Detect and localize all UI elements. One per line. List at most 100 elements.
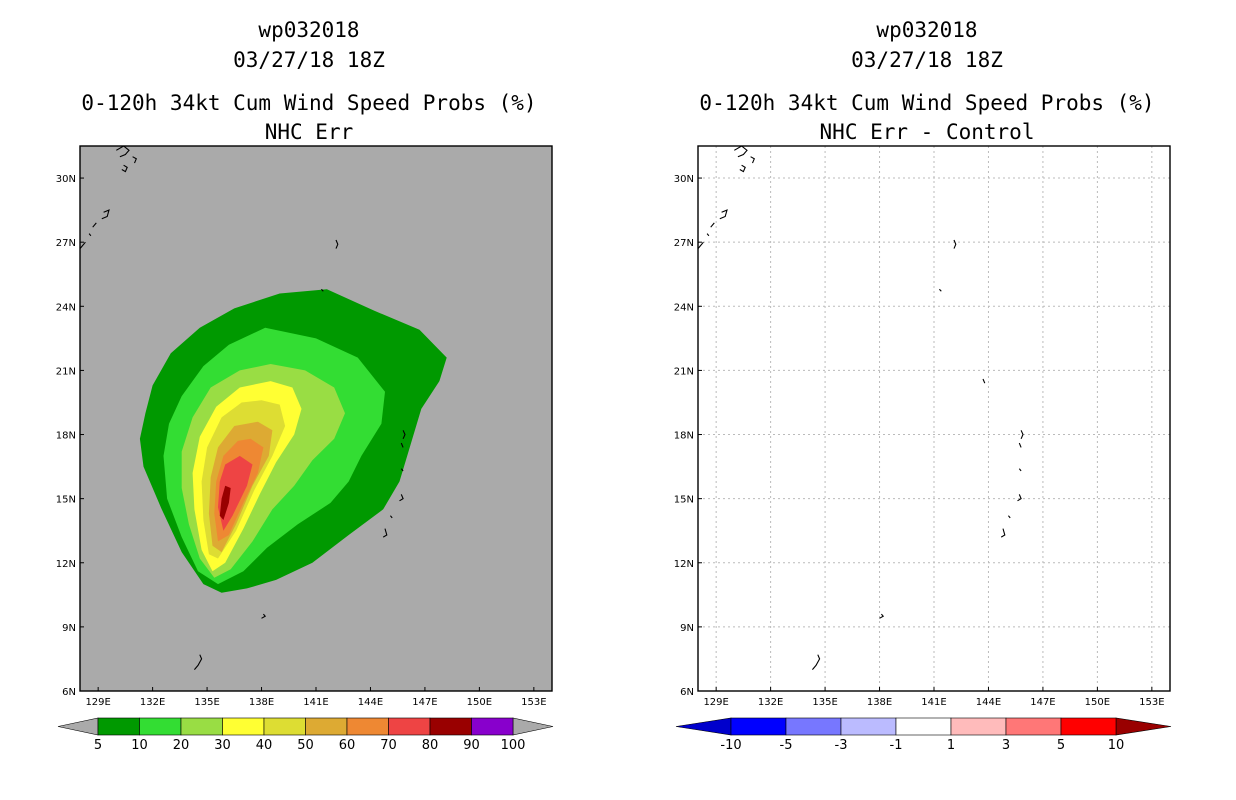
probability-contour-80 [219,485,231,520]
coastline [101,209,110,220]
coastline [811,654,821,670]
colorbar-label: 3 [1002,738,1010,753]
colorbar-label: 60 [339,738,356,753]
panel-title-storm-id: wp032018 [876,18,978,42]
y-tick-label: 9N [62,623,76,634]
colorbar-swatch [429,717,472,736]
colorbar-label: -10 [720,738,741,753]
coastline [402,430,406,440]
panel-title-product: 0-120h 34kt Cum Wind Speed Probs (%) [81,91,537,115]
coastline [389,515,393,519]
x-tick-label: 147E [412,697,437,708]
colorbar-label: 90 [463,738,480,753]
coastline [399,494,404,502]
colorbar-swatch [263,717,306,736]
panel-title-subtitle: NHC Err - Control [819,120,1035,144]
y-tick-label: 30N [674,174,694,185]
x-tick-label: 150E [467,697,492,708]
coastline [121,164,128,173]
coastline [710,222,715,228]
coastline [1017,494,1022,502]
y-tick-label: 30N [56,174,76,185]
y-tick-label: 15N [56,495,76,506]
x-tick-label: 150E [1085,697,1110,708]
colorbar-swatch [222,717,265,736]
coastline [750,156,755,164]
colorbar-label: 20 [173,738,190,753]
y-tick-label: 12N [674,559,694,570]
y-tick-label: 27N [56,238,76,249]
colorbar-swatch [840,717,897,736]
colorbar-label: 10 [131,738,148,753]
x-tick-label: 135E [194,697,219,708]
colorbar-swatch [305,717,348,736]
x-tick-label: 138E [249,697,274,708]
coastline [1000,528,1006,538]
coastline [706,233,710,237]
colorbar-low-arrow [675,717,732,736]
colorbar-label: 100 [501,738,526,753]
x-tick-label: 129E [703,697,728,708]
colorbar-swatch [97,717,140,736]
colorbar-swatch [180,717,223,736]
y-tick-label: 24N [56,302,76,313]
coastline [382,528,388,538]
y-tick-label: 6N [62,687,76,698]
x-tick-label: 141E [921,697,946,708]
panel-title-date: 03/27/18 18Z [851,48,1003,72]
coastline [400,442,404,448]
colorbar-swatch [1060,717,1117,736]
colorbar-label: 70 [380,738,397,753]
coastline [1018,442,1022,448]
probability-map: 129E 132E 135E 138E 141E 144E 147E 150E 153E 30N 2… [56,145,554,753]
x-tick-label: 153E [1139,697,1164,708]
panel-title-subtitle: NHC Err [264,120,354,144]
coastline [1007,515,1011,519]
colorbar-high-arrow [512,717,554,736]
x-tick-label: 144E [358,697,383,708]
x-tick-label: 138E [867,697,892,708]
coastline [193,654,203,670]
colorbar-label: 80 [422,738,439,753]
right-panel: wp032018 03/27/18 18Z 0-120h 34kt Cum Wi… [618,0,1236,800]
panel-title-product: 0-120h 34kt Cum Wind Speed Probs (%) [699,91,1155,115]
x-tick-label: 129E [85,697,110,708]
coastline [92,222,97,228]
y-tick-label: 21N [56,366,76,377]
x-tick-label: 132E [140,697,165,708]
coastline [719,209,728,220]
coastline [400,468,404,472]
x-tick-label: 144E [976,697,1001,708]
y-tick-label: 15N [674,495,694,506]
colorbar-low-arrow [57,717,99,736]
coastline [739,164,746,173]
coastline [879,613,885,619]
coastline [982,378,986,384]
probability-contour-70 [218,455,253,531]
x-tick-label: 153E [521,697,546,708]
x-tick-label: 132E [758,697,783,708]
y-tick-label: 9N [680,623,694,634]
colorbar-swatch [785,717,842,736]
colorbar-label: -3 [835,738,848,753]
y-tick-label: 12N [56,559,76,570]
coastline [335,239,339,249]
colorbar-label: -1 [890,738,903,753]
coastline [261,613,267,619]
colorbar-label: 5 [1057,738,1065,753]
y-tick-label: 21N [674,366,694,377]
coastline [88,233,92,237]
colorbar-high-arrow [1115,717,1172,736]
colorbar-swatch [730,717,787,736]
coastline [734,145,748,158]
coastline [953,239,957,249]
y-tick-label: 27N [674,238,694,249]
coastline [1020,430,1024,440]
left-panel: wp032018 03/27/18 18Z 0-120h 34kt Cum Wi… [56,18,554,753]
x-tick-label: 135E [812,697,837,708]
coastline [320,288,324,292]
panel-title-storm-id: wp032018 [258,18,360,42]
colorbar-swatch [346,717,389,736]
colorbar-swatch [139,717,182,736]
coastline [116,145,130,158]
